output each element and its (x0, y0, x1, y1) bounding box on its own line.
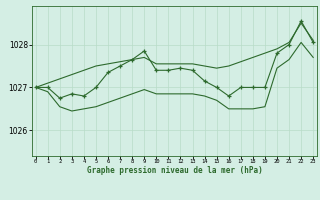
X-axis label: Graphe pression niveau de la mer (hPa): Graphe pression niveau de la mer (hPa) (86, 166, 262, 175)
